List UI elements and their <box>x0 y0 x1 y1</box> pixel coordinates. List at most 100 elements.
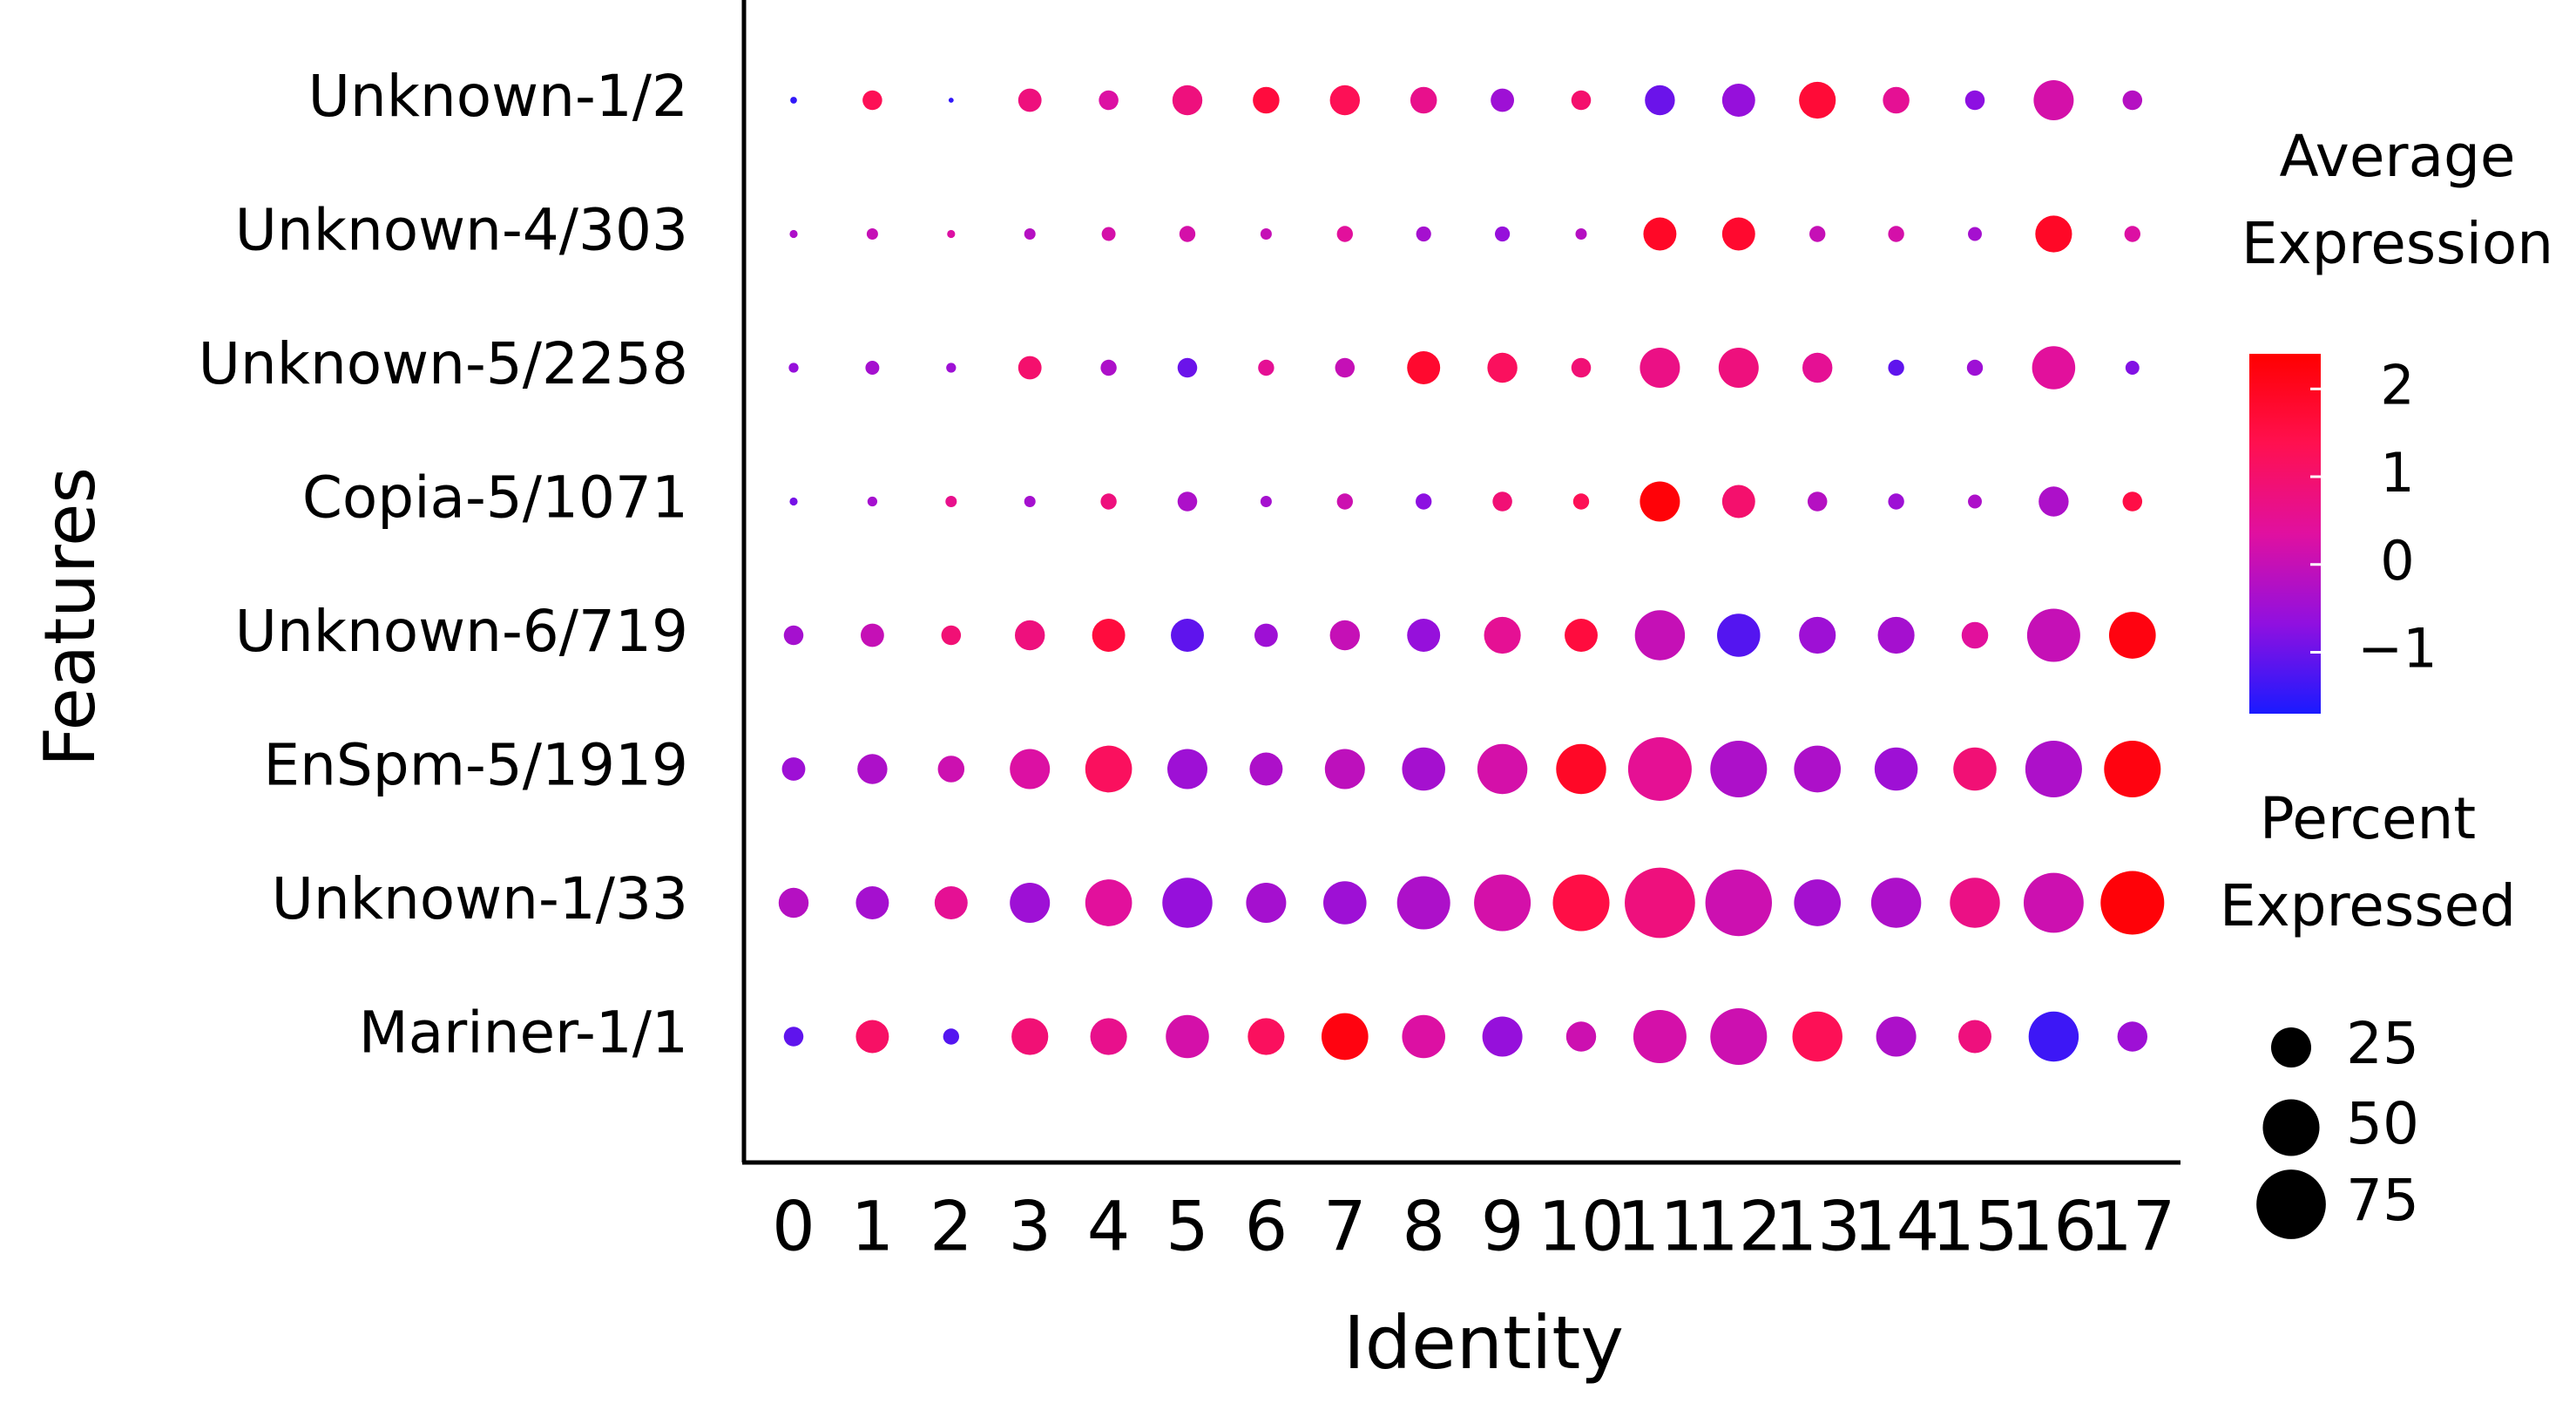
y-axis-label: Features <box>30 467 111 767</box>
dot <box>1888 226 1904 242</box>
dot <box>1565 619 1598 652</box>
y-tick-label: Unknown-5/2258 <box>199 330 688 397</box>
x-tick-label: 16 <box>2011 1188 2097 1266</box>
dot <box>2033 80 2074 120</box>
x-tick-label: 0 <box>772 1188 815 1266</box>
dot <box>2125 361 2140 375</box>
dot <box>1011 1018 1049 1055</box>
dot <box>862 90 882 111</box>
dot <box>1260 227 1272 241</box>
dot <box>2124 226 2140 242</box>
dot <box>1794 879 1842 926</box>
dot <box>1014 620 1045 651</box>
dot <box>789 497 798 506</box>
color-tick-label: 0 <box>2380 529 2414 593</box>
color-tick-label: 1 <box>2380 441 2414 505</box>
dot <box>1958 1020 1991 1054</box>
x-tick-label: 5 <box>1166 1188 1209 1266</box>
size-legend-dot <box>2271 1027 2311 1068</box>
size-legend-dot <box>2262 1099 2320 1156</box>
dot <box>1968 494 1982 509</box>
dot <box>1625 867 1695 939</box>
dot <box>2108 612 2156 659</box>
dot <box>1705 869 1773 937</box>
dot <box>1172 85 1203 116</box>
dot <box>1552 874 1610 932</box>
dot <box>1565 1021 1597 1052</box>
dot <box>789 229 798 239</box>
dot <box>1323 881 1367 925</box>
dot <box>948 98 954 103</box>
dot <box>1100 359 1117 376</box>
dot <box>1410 86 1437 114</box>
dot <box>865 361 880 375</box>
dot <box>2023 872 2084 933</box>
dot <box>1324 749 1365 790</box>
dot <box>1575 227 1587 241</box>
y-tick-label: Unknown-1/33 <box>272 865 688 932</box>
size-legend-label: 25 <box>2346 1010 2419 1077</box>
dot <box>788 363 799 373</box>
dot <box>1492 491 1512 512</box>
y-tick-label: EnSpm-5/1919 <box>263 732 688 799</box>
x-tick-label: 9 <box>1481 1188 1525 1266</box>
dot <box>1968 227 1982 241</box>
dot <box>1166 1014 1209 1059</box>
dot <box>1792 1011 1842 1062</box>
dot <box>1402 1014 1445 1059</box>
dot <box>1101 227 1116 241</box>
dot <box>1799 616 1836 654</box>
x-axis-label: Identity <box>1343 1300 1624 1386</box>
dot <box>1961 621 1989 649</box>
dot <box>1162 878 1213 928</box>
size-legend-label: 75 <box>2346 1167 2419 1234</box>
dot <box>1572 493 1590 510</box>
dot <box>1802 352 1833 383</box>
dot <box>1721 84 1755 117</box>
dot <box>1260 495 1272 508</box>
dot <box>1807 491 1828 512</box>
dot <box>2032 346 2076 390</box>
color-bar <box>2249 354 2321 714</box>
dot <box>1010 883 1051 923</box>
dot <box>1396 876 1450 930</box>
dot <box>2117 1021 2148 1052</box>
dot <box>1876 1016 1917 1057</box>
dot <box>1809 226 1826 242</box>
x-tick-label: 1 <box>851 1188 895 1266</box>
dot <box>1710 1007 1768 1066</box>
dot <box>1247 1018 1285 1055</box>
dot <box>1085 745 1132 793</box>
dot <box>1018 88 1042 112</box>
dot <box>2100 871 2165 935</box>
dot <box>857 754 888 784</box>
dot <box>1407 351 1441 384</box>
dot <box>1964 90 1985 111</box>
dot <box>1177 491 1198 512</box>
dot <box>866 227 878 241</box>
dot <box>2104 740 2161 798</box>
dot <box>778 887 809 918</box>
x-tick-label: 4 <box>1087 1188 1131 1266</box>
dot <box>1336 226 1354 242</box>
dot <box>2035 215 2072 253</box>
dot <box>1953 747 1997 791</box>
dot <box>1179 226 1196 242</box>
dot <box>1329 620 1361 651</box>
x-tick-label: 6 <box>1245 1188 1288 1266</box>
dot <box>1888 493 1904 510</box>
size-legend-dot <box>2256 1169 2326 1239</box>
x-tick-label: 14 <box>1853 1188 1939 1266</box>
dot <box>1254 623 1278 647</box>
x-tick-label: 12 <box>1695 1188 1782 1266</box>
y-tick-label: Unknown-1/2 <box>308 63 688 130</box>
dot <box>1491 88 1515 112</box>
dot <box>1024 495 1036 508</box>
dot <box>1092 619 1126 652</box>
x-tick-label: 11 <box>1617 1188 1703 1266</box>
dot <box>2026 608 2080 662</box>
dot <box>1482 1016 1523 1057</box>
dot <box>1494 226 1511 242</box>
